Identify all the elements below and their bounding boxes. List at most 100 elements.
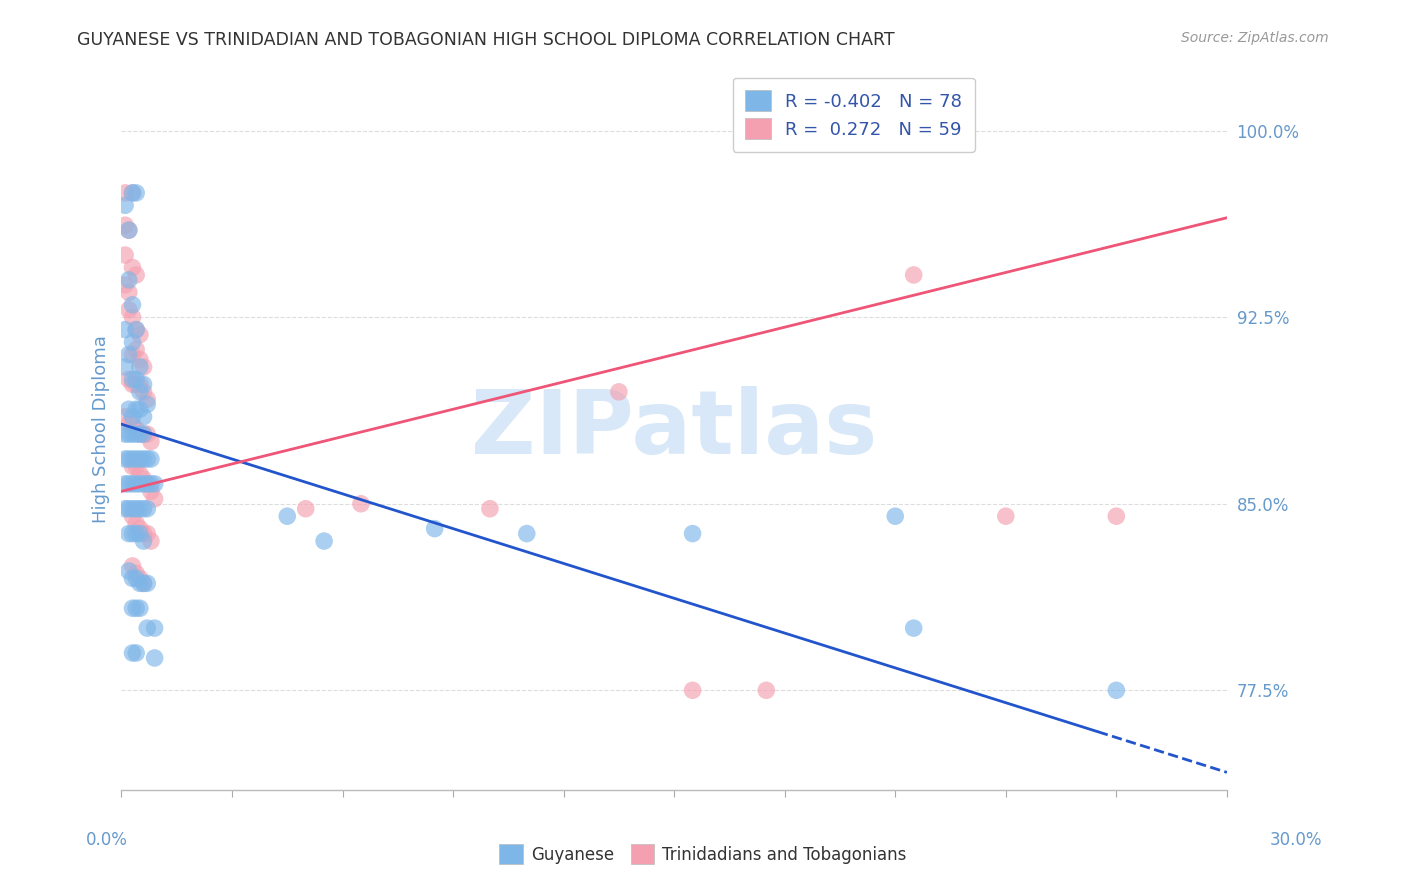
Point bbox=[118, 285, 141, 300]
Point bbox=[121, 526, 143, 541]
Point bbox=[136, 476, 159, 491]
Point bbox=[128, 501, 150, 516]
Point bbox=[114, 501, 136, 516]
Point bbox=[128, 601, 150, 615]
Y-axis label: High School Diploma: High School Diploma bbox=[93, 335, 110, 523]
Point bbox=[125, 516, 148, 531]
Point bbox=[143, 651, 166, 665]
Point bbox=[132, 452, 155, 467]
Point bbox=[114, 218, 136, 232]
Point bbox=[128, 384, 150, 399]
Point bbox=[276, 509, 298, 524]
Point bbox=[1105, 683, 1128, 698]
Point bbox=[121, 186, 143, 200]
Point bbox=[132, 472, 155, 486]
Point bbox=[128, 576, 150, 591]
Point bbox=[118, 302, 141, 317]
Point bbox=[132, 409, 155, 424]
Point bbox=[139, 476, 162, 491]
Point bbox=[118, 372, 141, 386]
Point bbox=[139, 434, 162, 449]
Point bbox=[128, 359, 150, 374]
Point bbox=[125, 422, 148, 436]
Point bbox=[516, 526, 538, 541]
Point bbox=[128, 571, 150, 585]
Point bbox=[128, 526, 150, 541]
Point bbox=[121, 571, 143, 585]
Point bbox=[755, 683, 778, 698]
Point bbox=[121, 186, 143, 200]
Point bbox=[118, 564, 141, 578]
Point bbox=[294, 501, 316, 516]
Point bbox=[128, 427, 150, 442]
Point bbox=[132, 476, 155, 491]
Point bbox=[128, 452, 150, 467]
Point bbox=[125, 459, 148, 474]
Point bbox=[132, 427, 155, 442]
Point bbox=[114, 359, 136, 374]
Point bbox=[136, 501, 159, 516]
Point bbox=[136, 526, 159, 541]
Point bbox=[114, 409, 136, 424]
Point bbox=[121, 509, 143, 524]
Point bbox=[682, 683, 704, 698]
Point bbox=[607, 384, 630, 399]
Point bbox=[121, 476, 143, 491]
Point bbox=[125, 452, 148, 467]
Point bbox=[121, 459, 143, 474]
Point bbox=[128, 476, 150, 491]
Point bbox=[125, 501, 148, 516]
Point bbox=[132, 576, 155, 591]
Point bbox=[121, 335, 143, 350]
Point bbox=[132, 377, 155, 392]
Point bbox=[139, 534, 162, 549]
Point bbox=[121, 347, 143, 361]
Point bbox=[132, 534, 155, 549]
Text: 0.0%: 0.0% bbox=[86, 831, 128, 849]
Point bbox=[125, 372, 148, 386]
Point bbox=[139, 484, 162, 499]
Point bbox=[125, 268, 148, 282]
Point bbox=[136, 621, 159, 635]
Point bbox=[125, 526, 148, 541]
Point bbox=[132, 576, 155, 591]
Point bbox=[143, 476, 166, 491]
Point bbox=[125, 343, 148, 357]
Point bbox=[121, 427, 143, 442]
Point bbox=[121, 260, 143, 275]
Point bbox=[118, 501, 141, 516]
Point bbox=[682, 526, 704, 541]
Point bbox=[136, 576, 159, 591]
Legend: Guyanese, Trinidadians and Tobagonians: Guyanese, Trinidadians and Tobagonians bbox=[492, 838, 914, 871]
Point bbox=[125, 601, 148, 615]
Point bbox=[139, 452, 162, 467]
Point bbox=[121, 558, 143, 573]
Point bbox=[125, 646, 148, 660]
Point bbox=[121, 409, 143, 424]
Point bbox=[136, 392, 159, 407]
Point bbox=[903, 268, 925, 282]
Point bbox=[132, 526, 155, 541]
Point bbox=[125, 323, 148, 337]
Point bbox=[118, 417, 141, 432]
Point bbox=[125, 186, 148, 200]
Point bbox=[1105, 509, 1128, 524]
Point bbox=[118, 452, 141, 467]
Legend: R = -0.402   N = 78, R =  0.272   N = 59: R = -0.402 N = 78, R = 0.272 N = 59 bbox=[733, 78, 974, 152]
Point bbox=[125, 402, 148, 417]
Point bbox=[114, 277, 136, 292]
Point bbox=[128, 522, 150, 536]
Point bbox=[125, 566, 148, 581]
Point bbox=[903, 621, 925, 635]
Point bbox=[478, 501, 501, 516]
Point bbox=[143, 491, 166, 506]
Point bbox=[136, 452, 159, 467]
Point bbox=[118, 223, 141, 237]
Point bbox=[118, 347, 141, 361]
Point bbox=[125, 427, 148, 442]
Point bbox=[121, 310, 143, 325]
Point bbox=[132, 427, 155, 442]
Point bbox=[125, 571, 148, 585]
Point bbox=[118, 223, 141, 237]
Point bbox=[118, 273, 141, 287]
